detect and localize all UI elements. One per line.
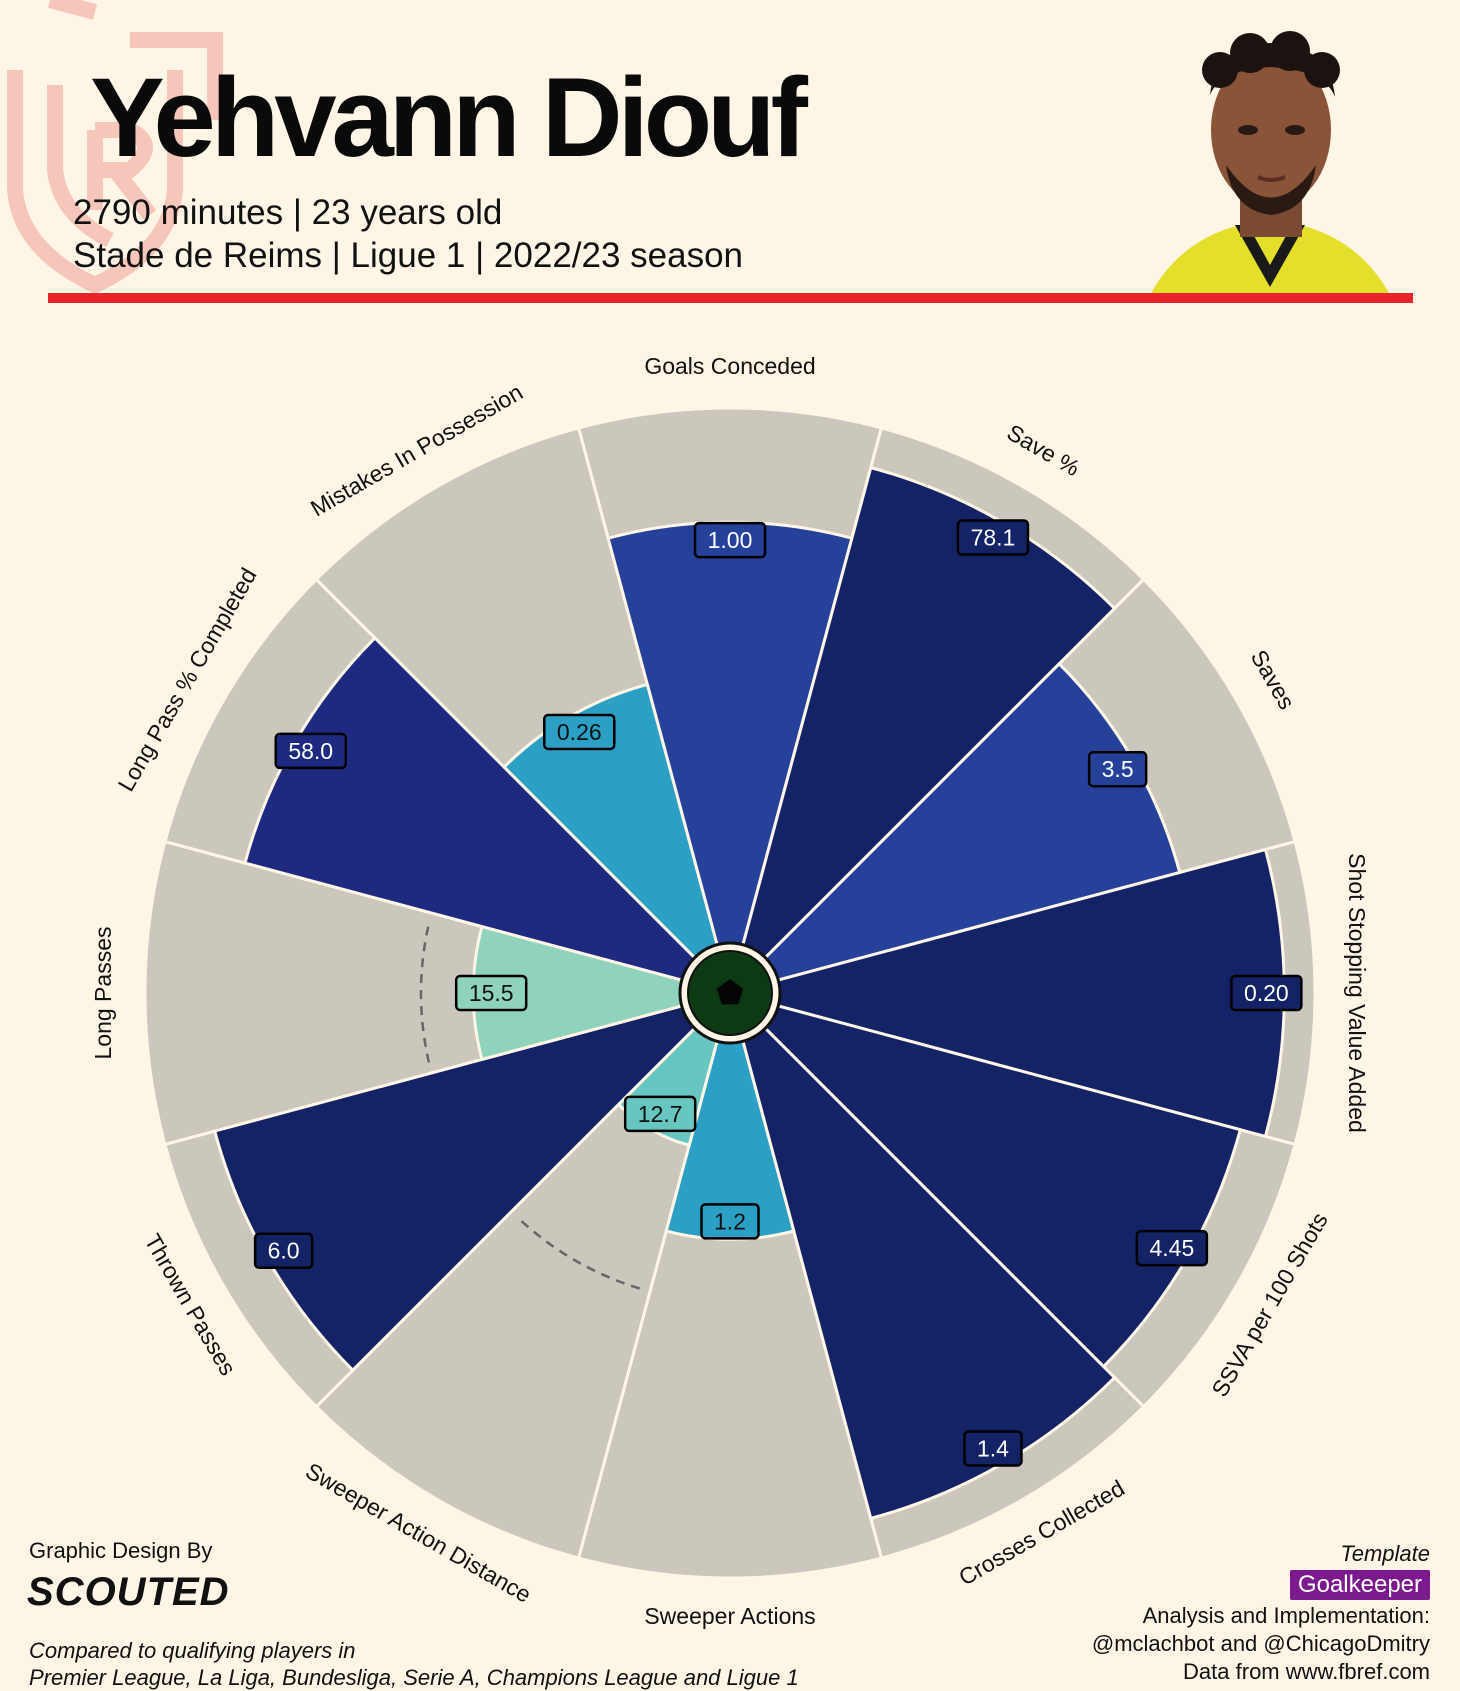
value-badge bbox=[1135, 1229, 1209, 1267]
value-label: 12.7 bbox=[638, 1101, 683, 1127]
value-label: 78.1 bbox=[971, 525, 1016, 551]
reference-arc bbox=[518, 1218, 641, 1290]
value-label: 15.5 bbox=[469, 980, 514, 1006]
comparison-line-2: Premier League, La Liga, Bundesliga, Ser… bbox=[29, 1665, 799, 1690]
analysis-label: Analysis and Implementation: bbox=[1142, 1603, 1430, 1628]
value-badge bbox=[693, 521, 767, 559]
ball-pentagon bbox=[716, 979, 744, 1005]
player-meta-line: 2790 minutes | 23 years old bbox=[73, 193, 503, 232]
category-label: Save % bbox=[1003, 419, 1085, 481]
comparison-line-1: Compared to qualifying players in bbox=[29, 1638, 356, 1663]
value-label: 6.0 bbox=[268, 1238, 300, 1264]
value-badge bbox=[1087, 750, 1148, 788]
template-credits: Template Goalkeeper Analysis and Impleme… bbox=[1092, 1540, 1430, 1686]
reference-arc bbox=[419, 923, 431, 1063]
template-label: Template bbox=[1340, 1541, 1430, 1566]
header-rule bbox=[48, 293, 1413, 303]
value-badge bbox=[1230, 974, 1303, 1012]
value-badge bbox=[253, 1232, 314, 1269]
category-label: Saves bbox=[1246, 645, 1300, 713]
category-label: Long Passes bbox=[90, 927, 116, 1060]
category-label: Goals Conceded bbox=[644, 353, 815, 379]
comparison-note: Compared to qualifying players in Premie… bbox=[29, 1637, 799, 1691]
value-badge bbox=[963, 1430, 1023, 1467]
category-label: Sweeper Actions bbox=[644, 1603, 815, 1629]
scouted-logo: SCOUTED bbox=[27, 1570, 230, 1614]
value-label: 58.0 bbox=[288, 738, 333, 764]
category-label: Shot Stopping Value Added bbox=[1344, 853, 1370, 1133]
value-label: 3.5 bbox=[1102, 756, 1134, 782]
value-badge bbox=[956, 519, 1030, 556]
player-name: Yehvann Diouf bbox=[90, 55, 808, 180]
data-source: Data from www.fbref.com bbox=[1183, 1659, 1430, 1684]
value-badge bbox=[454, 974, 528, 1012]
value-badge bbox=[543, 713, 616, 751]
value-badge bbox=[274, 732, 347, 770]
analysis-authors: @mclachbot and @ChicagoDmitry bbox=[1091, 1631, 1430, 1656]
value-label: 1.4 bbox=[977, 1435, 1009, 1461]
value-label: 1.00 bbox=[708, 527, 753, 553]
value-label: 0.20 bbox=[1244, 980, 1289, 1006]
club-crest-logo bbox=[7, 0, 223, 294]
value-badge bbox=[700, 1203, 760, 1240]
value-label: 0.26 bbox=[557, 719, 602, 745]
value-badge bbox=[623, 1095, 697, 1133]
design-credit-label: Graphic Design By bbox=[29, 1538, 213, 1563]
value-label: 1.2 bbox=[714, 1208, 746, 1234]
value-label: 4.45 bbox=[1149, 1235, 1194, 1261]
player-photo bbox=[1150, 31, 1390, 295]
player-club-line: Stade de Reims | Ligue 1 | 2022/23 seaso… bbox=[73, 236, 744, 275]
template-badge: Goalkeeper bbox=[1289, 1570, 1430, 1600]
